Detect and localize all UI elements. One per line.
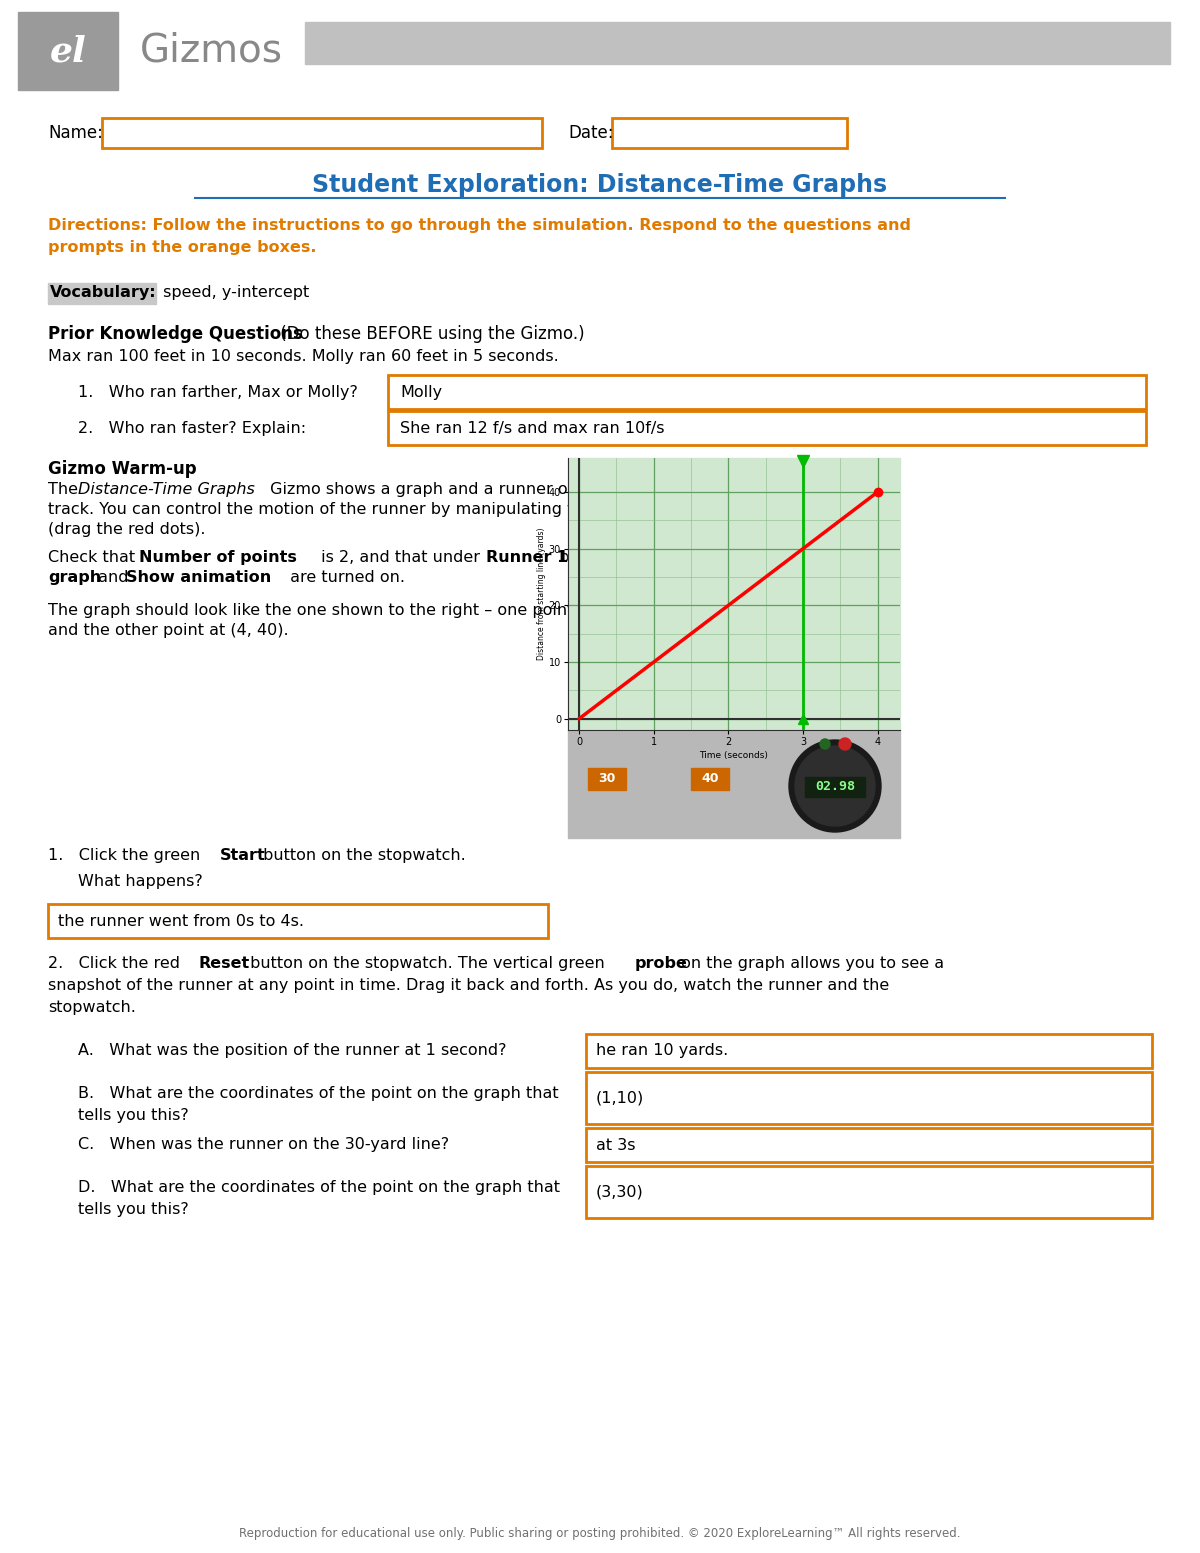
Bar [388, 412, 1146, 446]
Text: (Do these BEFORE using the Gizmo.): (Do these BEFORE using the Gizmo.) [275, 325, 584, 343]
Text: Vocabulary:: Vocabulary: [50, 286, 157, 300]
Text: is 2, and that under: is 2, and that under [316, 550, 485, 565]
Text: Student Exploration: Distance-Time Graphs: Student Exploration: Distance-Time Graph… [312, 172, 888, 197]
Text: Molly: Molly [400, 385, 442, 399]
Bar [388, 374, 1146, 408]
Text: and the other point at (4, 40).: and the other point at (4, 40). [48, 623, 289, 638]
Bar [568, 730, 900, 839]
Circle shape [790, 739, 881, 832]
Text: button on the stopwatch.: button on the stopwatch. [258, 848, 466, 863]
Text: Date:: Date: [568, 124, 613, 141]
Text: stopwatch.: stopwatch. [48, 1000, 136, 1016]
Bar [568, 458, 900, 730]
Text: 30: 30 [599, 772, 616, 786]
X-axis label: Time (seconds): Time (seconds) [700, 752, 768, 759]
Text: Show animation: Show animation [126, 570, 271, 585]
Text: Gizmo Warm-up: Gizmo Warm-up [48, 460, 197, 478]
Text: on the graph allows you to see a: on the graph allows you to see a [676, 957, 944, 971]
Text: (3,30): (3,30) [596, 1185, 643, 1199]
Text: The graph should look like the one shown to the right – one point at (0, 0): The graph should look like the one shown… [48, 603, 643, 618]
Text: Check that: Check that [48, 550, 140, 565]
Text: Gizmos: Gizmos [140, 33, 283, 70]
Text: What happens?: What happens? [78, 874, 203, 888]
Text: are turned on.: are turned on. [286, 570, 406, 585]
Text: Runner 1: Runner 1 [486, 550, 569, 565]
Text: Max ran 100 feet in 10 seconds. Molly ran 60 feet in 5 seconds.: Max ran 100 feet in 10 seconds. Molly ra… [48, 349, 559, 363]
Bar [805, 776, 865, 797]
Text: Distance-Time Graphs: Distance-Time Graphs [78, 481, 254, 497]
Text: The: The [48, 481, 83, 497]
Y-axis label: Distance from starting line (yards): Distance from starting line (yards) [536, 528, 546, 660]
Text: the runner went from 0s to 4s.: the runner went from 0s to 4s. [58, 913, 304, 929]
Text: Prior Knowledge Questions: Prior Knowledge Questions [48, 325, 302, 343]
Text: tells you this?: tells you this? [78, 1107, 188, 1123]
Text: 1.   Who ran farther, Max or Molly?: 1. Who ran farther, Max or Molly? [78, 385, 358, 399]
Text: Name:: Name: [48, 124, 103, 141]
Text: She ran 12 f/s and max ran 10f/s: She ran 12 f/s and max ran 10f/s [400, 421, 665, 435]
Text: he ran 10 yards.: he ran 10 yards. [596, 1044, 728, 1059]
Text: tells you this?: tells you this? [78, 1202, 188, 1218]
Text: el: el [49, 34, 86, 68]
Text: Show: Show [590, 550, 638, 565]
Text: prompts in the orange boxes.: prompts in the orange boxes. [48, 241, 317, 255]
Text: 40: 40 [701, 772, 719, 786]
Text: Directions: Follow the instructions to go through the simulation. Respond to the: Directions: Follow the instructions to g… [48, 217, 911, 233]
Bar [586, 1034, 1152, 1068]
Bar [102, 118, 542, 148]
Bar [612, 118, 847, 148]
Bar [586, 1072, 1152, 1124]
Bar [588, 769, 626, 790]
Text: B.   What are the coordinates of the point on the graph that: B. What are the coordinates of the point… [78, 1086, 559, 1101]
Text: snapshot of the runner at any point in time. Drag it back and forth. As you do, : snapshot of the runner at any point in t… [48, 978, 889, 992]
Text: Reset: Reset [198, 957, 250, 971]
Text: Reproduction for educational use only. Public sharing or posting prohibited. © 2: Reproduction for educational use only. P… [239, 1527, 961, 1541]
Bar [691, 769, 730, 790]
Text: (1,10): (1,10) [596, 1090, 644, 1106]
Bar [586, 1166, 1152, 1218]
Text: (drag the red dots).: (drag the red dots). [48, 522, 205, 537]
Text: button on the stopwatch. The vertical green: button on the stopwatch. The vertical gr… [245, 957, 610, 971]
Text: probe: probe [635, 957, 688, 971]
Text: Number of points: Number of points [139, 550, 296, 565]
Bar [48, 283, 156, 304]
Text: and: and [94, 570, 133, 585]
Bar [48, 904, 548, 938]
Text: 1.   Click the green: 1. Click the green [48, 848, 205, 863]
Circle shape [820, 739, 830, 749]
Text: D.   What are the coordinates of the point on the graph that: D. What are the coordinates of the point… [78, 1180, 560, 1194]
Circle shape [839, 738, 851, 750]
Text: graph: graph [48, 570, 101, 585]
Text: speed, y-intercept: speed, y-intercept [158, 286, 310, 300]
Circle shape [796, 745, 875, 826]
Text: Start: Start [220, 848, 265, 863]
Text: 02.98: 02.98 [815, 780, 854, 792]
Text: both: both [554, 550, 601, 565]
Bar [18, 12, 118, 90]
Text: 2.   Who ran faster? Explain:: 2. Who ran faster? Explain: [78, 421, 306, 435]
Bar [305, 22, 1170, 64]
Text: C.   When was the runner on the 30-yard line?: C. When was the runner on the 30-yard li… [78, 1137, 449, 1152]
Bar [586, 1127, 1152, 1162]
Text: 2.   Click the red: 2. Click the red [48, 957, 185, 971]
Text: Gizmo shows a graph and a runner on a: Gizmo shows a graph and a runner on a [265, 481, 593, 497]
Text: at 3s: at 3s [596, 1137, 636, 1152]
Text: track. You can control the motion of the runner by manipulating the graph: track. You can control the motion of the… [48, 502, 646, 517]
Text: A.   What was the position of the runner at 1 second?: A. What was the position of the runner a… [78, 1044, 506, 1059]
